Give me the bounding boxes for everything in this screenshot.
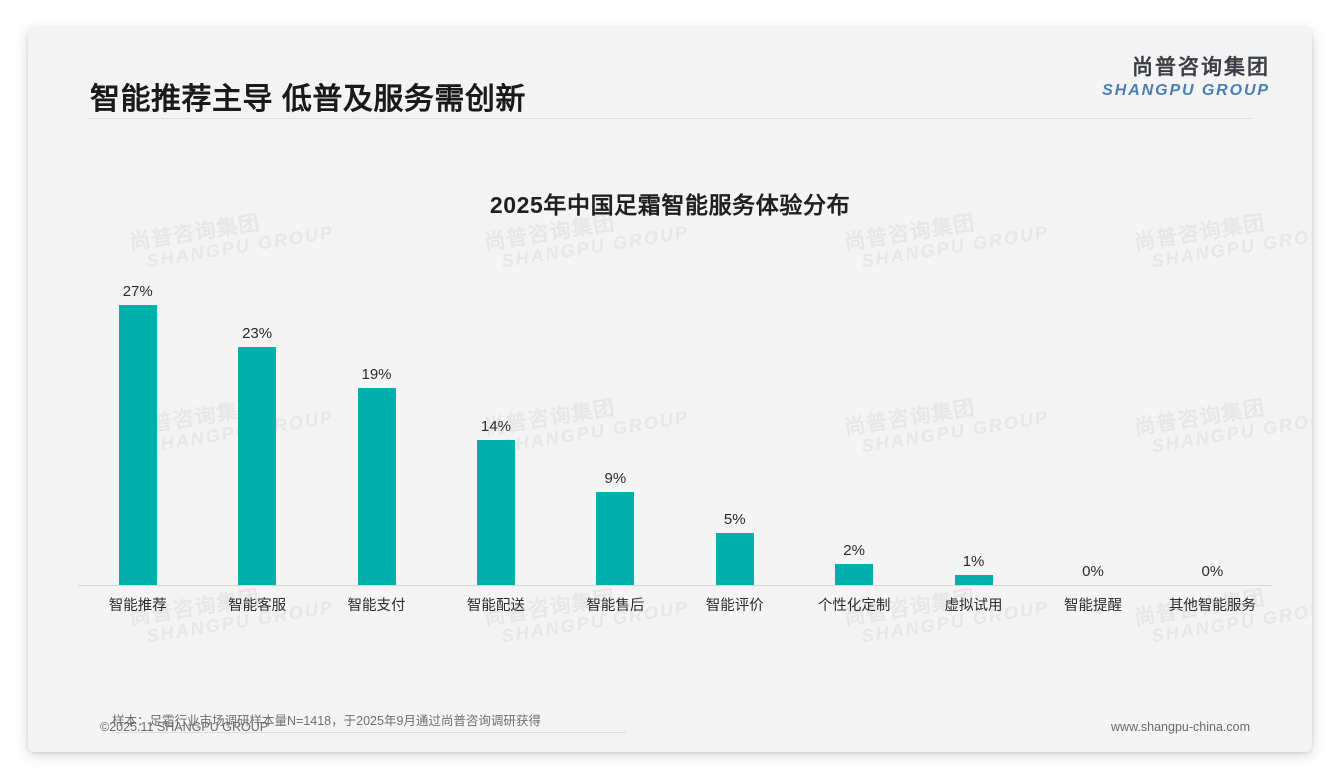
bar-value-label: 9% [604,469,627,487]
slide-footer: ©2025.11 SHANGPU GROUP www.shangpu-china… [28,710,1312,752]
x-axis-label: 智能售后 [586,598,645,614]
x-axis-line [78,585,1272,586]
footer-website: www.shangpu-china.com [1111,720,1250,734]
bar-value-label: 14% [480,417,511,435]
header-divider [88,118,1252,119]
bar-value-label: 0% [1201,563,1224,580]
bar-value-label: 0% [1082,563,1104,580]
chart-area: 2025年中国足霜智能服务体验分布 27% 23% 19% 14% 9% 5% 2% 1% 0%… [28,28,1312,752]
bar-slot[interactable]: 2% [794,274,913,585]
x-axis-label: 个性化定制 [817,598,891,614]
bar-value-label: 27% [122,283,153,301]
page-title: 智能推荐主导 低普及服务需创新 [90,83,526,116]
bar-value-label: 2% [843,542,865,560]
chart-title: 2025年中国足霜智能服务体验分布 [489,192,851,218]
logo-english-text: SHANGPU GROUP [1102,82,1270,100]
bar[interactable] [835,564,874,585]
bar-slot[interactable]: 0% [1033,274,1152,585]
bar[interactable] [118,305,157,585]
bar-slot[interactable]: 9% [556,274,675,585]
bar-slot[interactable]: 1% [914,274,1033,585]
slide: 尚普咨询集团 SHANGPU GROUP 尚普咨询集团 SHANGPU GROUP 尚普… [28,28,1312,752]
logo-chinese-text: 尚普咨询集团 [1132,56,1270,79]
company-logo: 尚普咨询集团 SHANGPU GROUP [1102,56,1270,100]
bar[interactable] [476,439,515,585]
bar-value-label: 19% [361,365,392,383]
x-axis-label: 智能提醒 [1063,598,1122,614]
bar-value-label: 23% [242,324,273,342]
x-axis-label: 智能支付 [347,598,406,614]
bar-value-label: 5% [723,511,746,529]
bar-slot[interactable]: 5% [675,274,794,585]
x-axis-label: 其他智能服务 [1168,598,1256,614]
chart-plot: 27% 23% 19% 14% 9% 5% 2% 1% 0% 0% [78,274,1272,586]
bar[interactable] [596,491,635,585]
bar-value-label: 1% [962,552,985,570]
x-axis-label: 智能推荐 [108,598,167,614]
bar[interactable] [357,387,396,585]
x-axis-label: 智能配送 [466,598,525,614]
bar[interactable] [715,533,754,585]
x-axis-label: 智能客服 [228,598,287,614]
bar-slot[interactable]: 23% [197,274,316,585]
bar[interactable] [238,346,277,585]
slide-header: 智能推荐主导 低普及服务需创新 尚普咨询集团 SHANGPU GROUP [28,28,1312,116]
bar-slot[interactable]: 19% [317,274,436,585]
x-axis-label: 智能评价 [705,598,764,614]
x-axis-label: 虚拟试用 [944,598,1003,614]
bar-slot[interactable]: 14% [436,274,555,585]
bar-series: 27% 23% 19% 14% 9% 5% 2% 1% 0% 0% [78,274,1272,585]
note-divider [112,732,626,733]
x-axis-category-labels: 智能推荐 智能客服 智能支付 智能配送 智能售后 智能评价 个性化定制 虚拟试用 智能提醒 其他智… [78,594,1272,615]
bar-slot[interactable]: 27% [78,274,197,585]
footer-copyright: ©2025.11 SHANGPU GROUP [100,720,269,734]
sample-note: 样本：足霜行业市场调研样本量N=1418，于2025年9月通过尚普咨询调研获得 [112,714,541,728]
bar[interactable] [954,574,993,585]
bar-slot[interactable]: 0% [1153,274,1272,585]
